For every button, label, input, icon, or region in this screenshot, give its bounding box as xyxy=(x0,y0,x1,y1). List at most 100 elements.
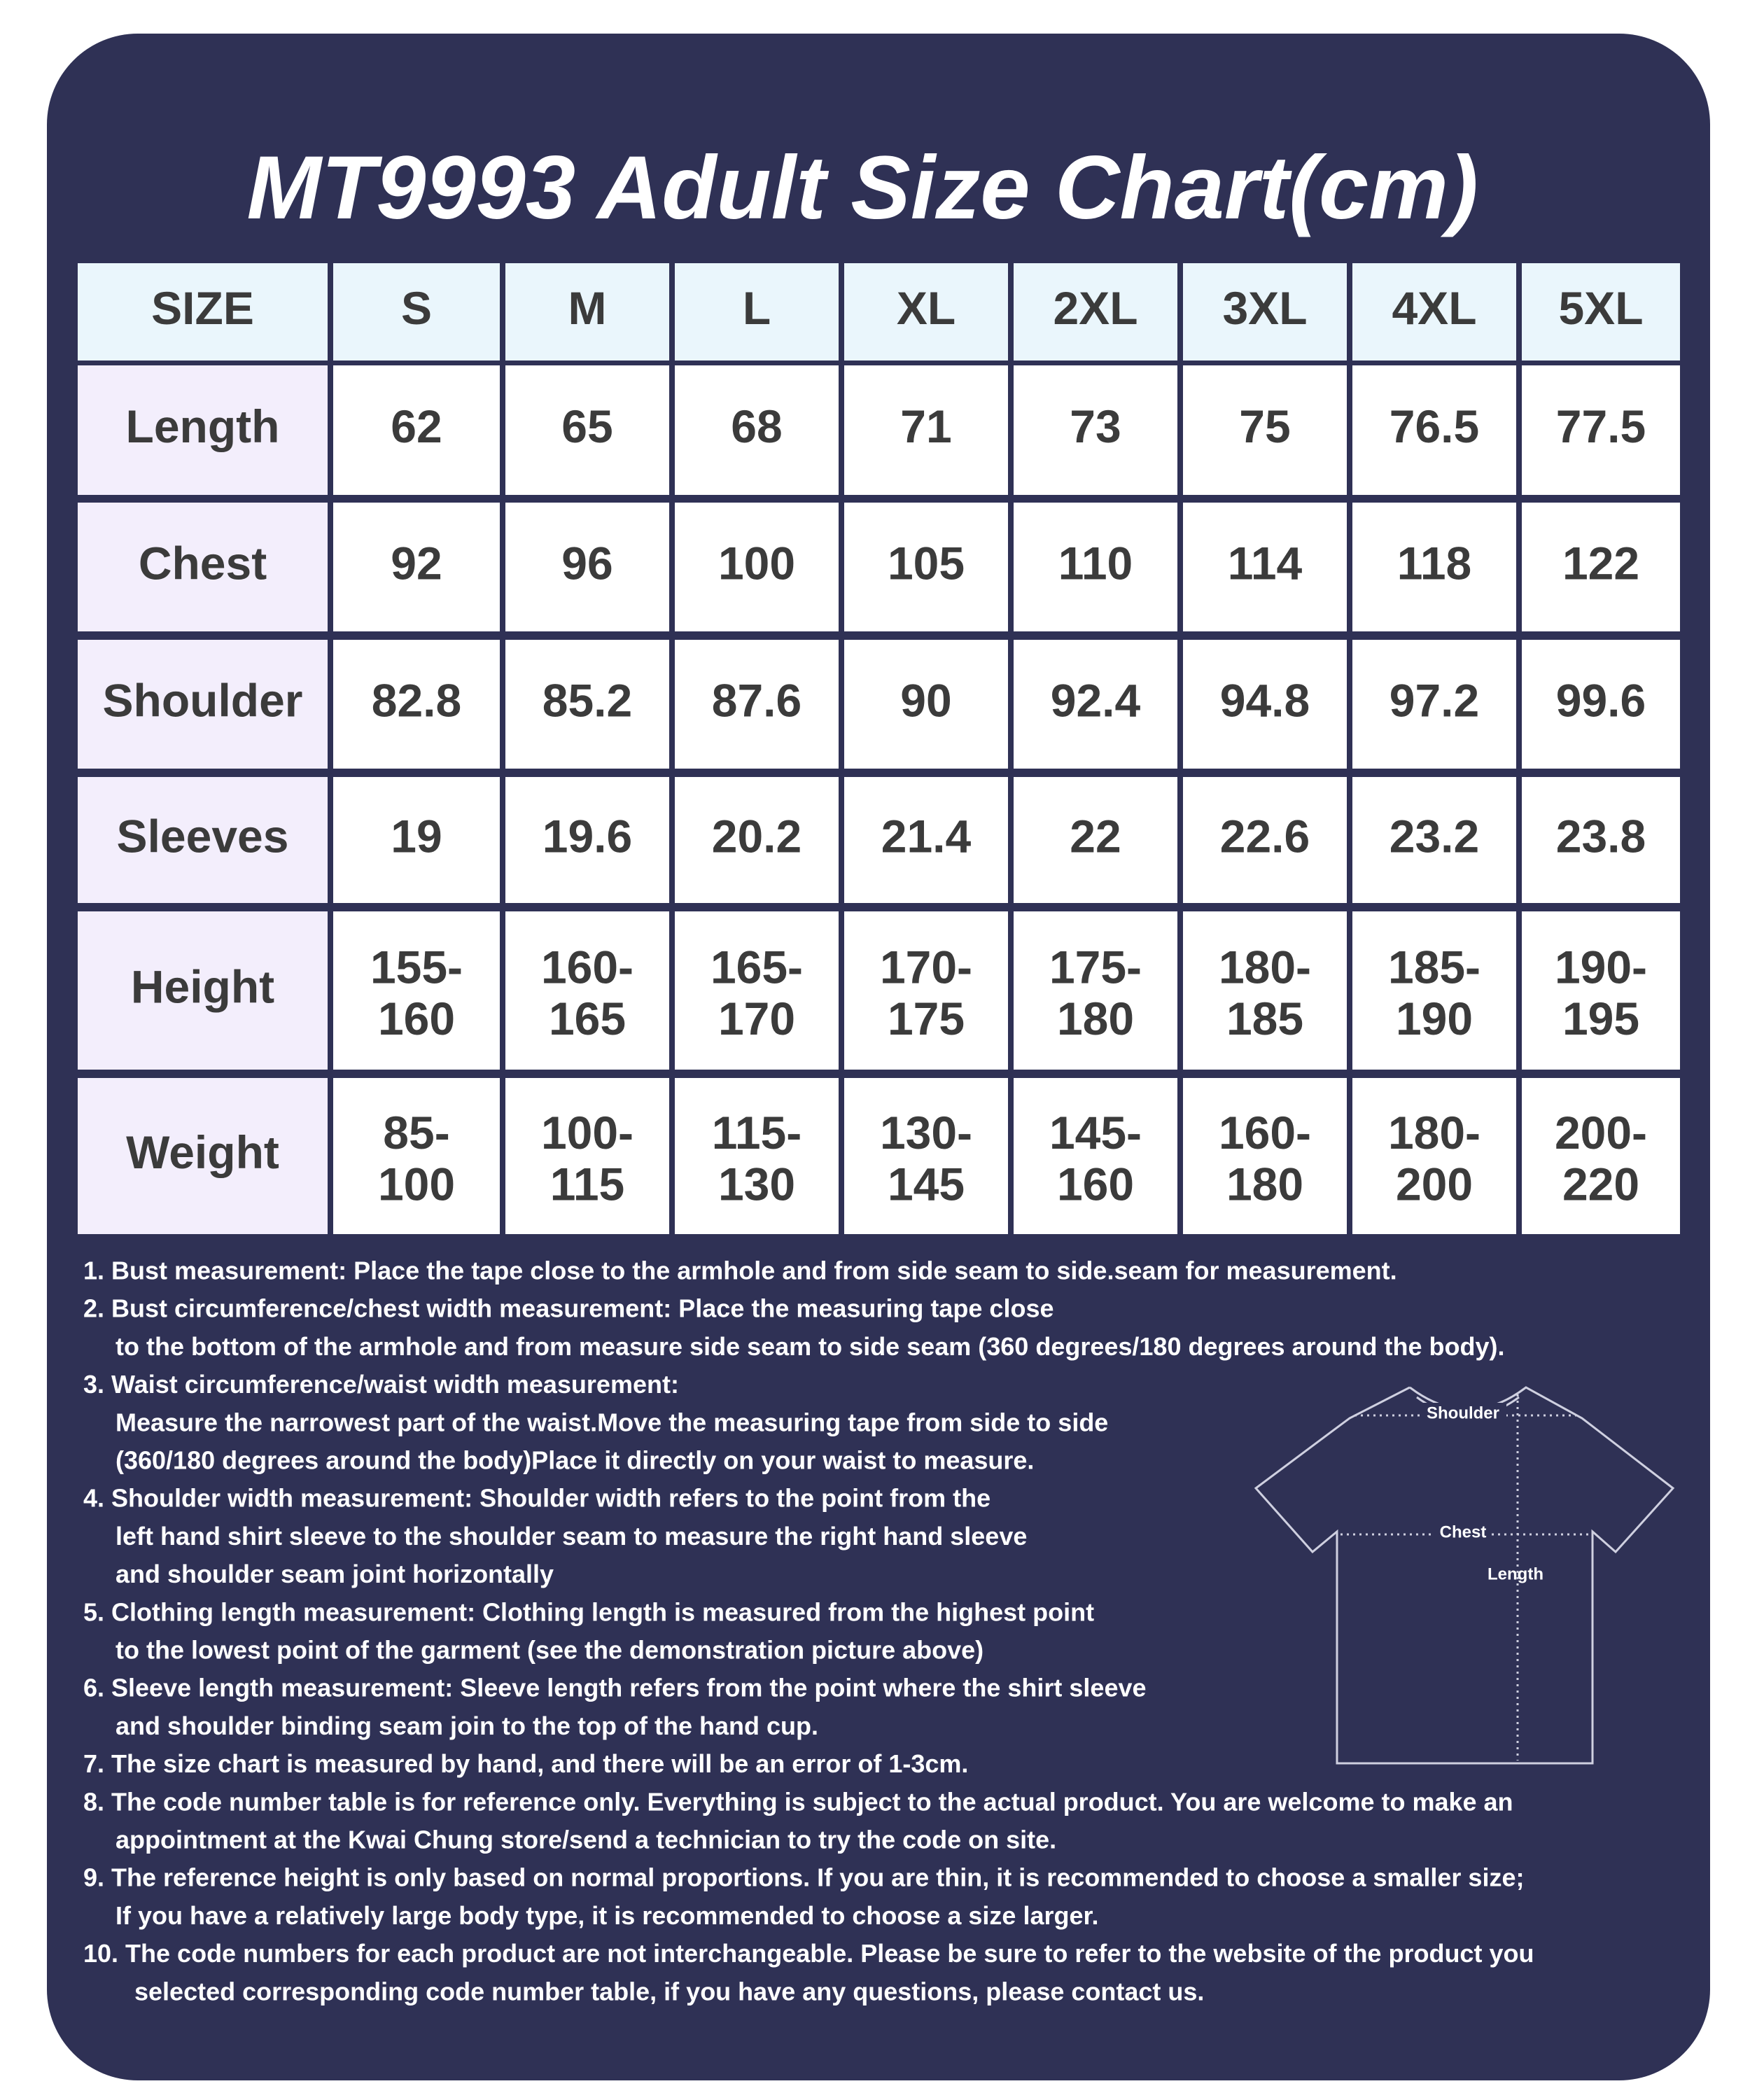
cell-text: 94.8 xyxy=(1220,674,1310,726)
cell xyxy=(844,640,1008,769)
note-line: to the lowest point of the garment (see … xyxy=(115,1636,983,1665)
cell-text: 87.6 xyxy=(712,674,802,726)
cell xyxy=(675,777,839,903)
cell-text: 122 xyxy=(1562,537,1639,589)
cell-text: 71 xyxy=(900,400,951,452)
cell xyxy=(1183,777,1347,903)
cell-text: 22.6 xyxy=(1220,810,1310,862)
note-line: 10. The code numbers for each product ar… xyxy=(83,1939,1534,1968)
cell-text: 185-190 xyxy=(1388,941,1480,1045)
header-cell xyxy=(505,263,669,360)
cell-text: 22 xyxy=(1070,810,1121,862)
cell xyxy=(1522,777,1680,903)
cell-text: 3XL xyxy=(1222,282,1307,334)
header-cell xyxy=(844,263,1008,360)
cell-text: 160-180 xyxy=(1219,1107,1311,1210)
cell-text: 75 xyxy=(1239,400,1290,452)
cell-text: 200-220 xyxy=(1555,1107,1647,1210)
cell xyxy=(333,503,500,631)
cell-text: 19 xyxy=(391,810,442,862)
cell-text: 77.5 xyxy=(1556,400,1646,452)
cell-text: 4XL xyxy=(1392,282,1476,334)
cell xyxy=(1522,911,1680,1070)
note-line: left hand shirt sleeve to the shoulder s… xyxy=(115,1522,1027,1550)
cell xyxy=(505,640,669,769)
note-line: 4. Shoulder width measurement: Shoulder … xyxy=(83,1484,990,1513)
cell-text: 180-185 xyxy=(1219,941,1311,1045)
cell xyxy=(844,777,1008,903)
diagram-label: Length xyxy=(1488,1564,1544,1583)
cell xyxy=(333,911,500,1070)
note-line: 8. The code number table is for referenc… xyxy=(83,1787,1513,1816)
cell xyxy=(505,1078,669,1234)
note-line: 1. Bust measurement: Place the tape clos… xyxy=(83,1256,1397,1285)
cell-text: Weight xyxy=(126,1126,279,1178)
cell-text: 105 xyxy=(888,537,965,589)
cell-text: 175-180 xyxy=(1049,941,1142,1045)
cell-text: 76.5 xyxy=(1390,400,1479,452)
cell-text: M xyxy=(568,282,607,334)
cell xyxy=(1522,503,1680,631)
row-label-cell xyxy=(78,911,328,1070)
cell xyxy=(844,1078,1008,1234)
note-line: 6. Sleeve length measurement: Sleeve len… xyxy=(83,1674,1147,1702)
cell xyxy=(505,503,669,631)
cell-text: 5XL xyxy=(1558,282,1643,334)
cell xyxy=(1014,911,1177,1070)
note-line: 3. Waist circumference/waist width measu… xyxy=(83,1370,679,1399)
header-cell xyxy=(1352,263,1516,360)
cell-text: 23.2 xyxy=(1390,810,1479,862)
cell-text: S xyxy=(401,282,432,334)
cell-text: 160-165 xyxy=(541,941,634,1045)
cell-text: 115-130 xyxy=(712,1107,802,1210)
note-line: 7. The size chart is measured by hand, a… xyxy=(83,1749,968,1778)
cell-text: Height xyxy=(131,960,274,1012)
cell xyxy=(333,640,500,769)
cell xyxy=(1352,1078,1516,1234)
cell-text: 92 xyxy=(391,537,442,589)
cell xyxy=(1183,911,1347,1070)
label-bg xyxy=(1435,1522,1491,1544)
cell xyxy=(505,911,669,1070)
note-line: (360/180 degrees around the body)Place i… xyxy=(115,1446,1034,1475)
cell-text: XL xyxy=(897,282,955,334)
cell xyxy=(675,640,839,769)
cell-text: 20.2 xyxy=(712,810,802,862)
row-label-cell xyxy=(78,365,328,495)
header-cell xyxy=(1014,263,1177,360)
header-cell xyxy=(1522,263,1680,360)
cell-text: 2XL xyxy=(1053,282,1138,334)
cell-text: Sleeves xyxy=(117,810,289,862)
cell-text: 110 xyxy=(1058,537,1133,589)
cell xyxy=(1352,365,1516,495)
cell-text: SIZE xyxy=(151,282,254,334)
cell-text: 130-145 xyxy=(880,1107,972,1210)
cell-text: 190-195 xyxy=(1555,941,1647,1045)
cell-text: 65 xyxy=(561,400,612,452)
cell xyxy=(1522,1078,1680,1234)
row-label-cell xyxy=(78,640,328,769)
cell-text: Shoulder xyxy=(102,674,302,726)
header-cell xyxy=(1183,263,1347,360)
note-line: 5. Clothing length measurement: Clothing… xyxy=(83,1597,1094,1626)
cell-text: 99.6 xyxy=(1556,674,1646,726)
cell-text: 155-160 xyxy=(370,941,463,1045)
header-cell xyxy=(333,263,500,360)
cell-text: 97.2 xyxy=(1390,674,1479,726)
cell xyxy=(1183,365,1347,495)
cell xyxy=(1522,365,1680,495)
cell xyxy=(844,503,1008,631)
cell xyxy=(333,365,500,495)
cell xyxy=(675,1078,839,1234)
cell-text: 85.2 xyxy=(542,674,632,726)
cell xyxy=(1352,777,1516,903)
cell xyxy=(675,911,839,1070)
note-line: 2. Bust circumference/chest width measur… xyxy=(83,1294,1054,1323)
cell xyxy=(844,911,1008,1070)
cell-text: Chest xyxy=(139,537,267,589)
cell xyxy=(1183,640,1347,769)
cell xyxy=(505,777,669,903)
note-line: selected corresponding code number table… xyxy=(134,1977,1204,2005)
